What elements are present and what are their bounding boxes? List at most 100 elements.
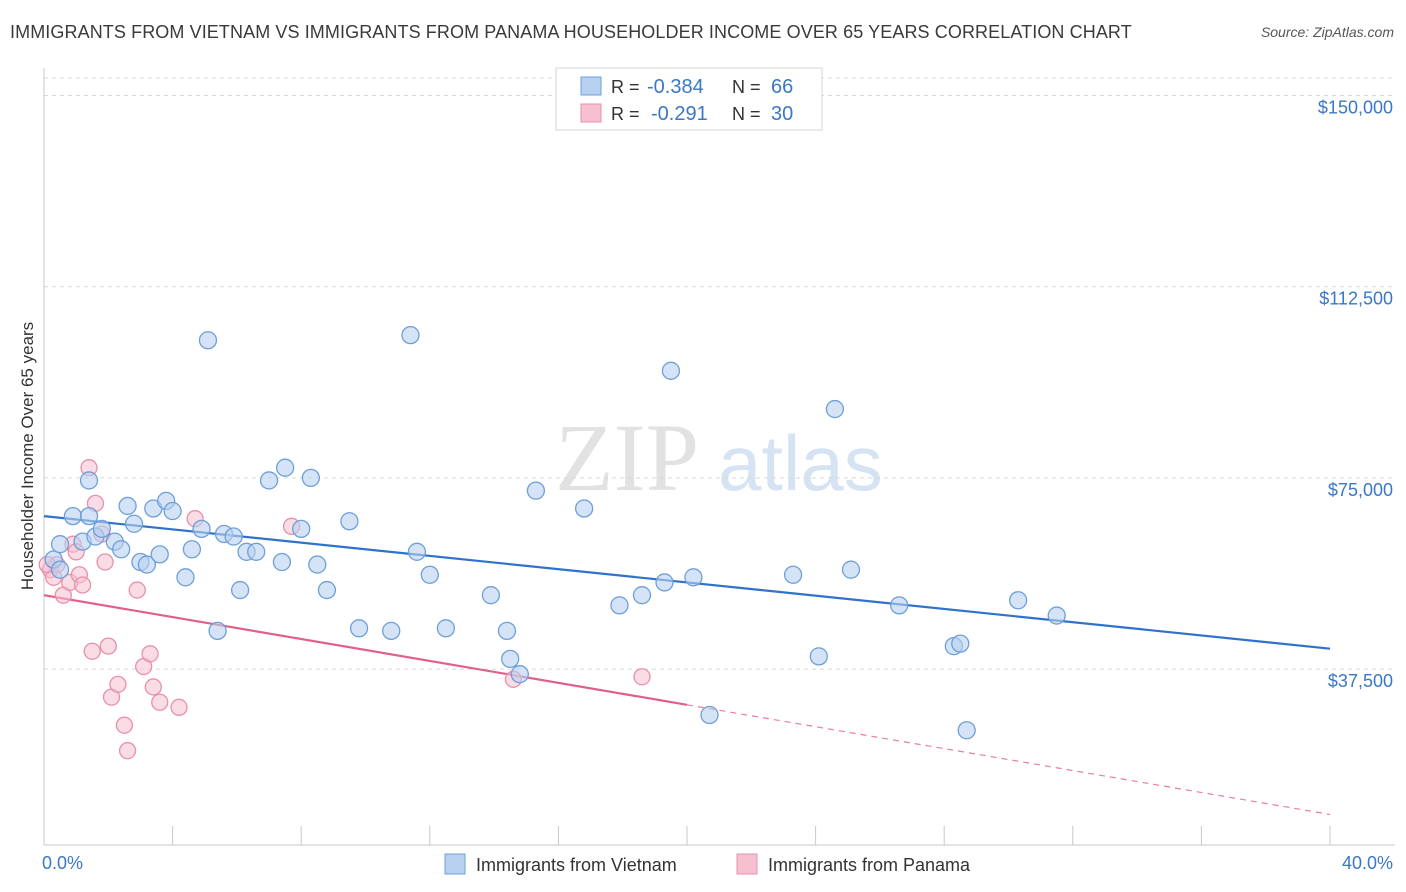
data-point-panama [96,553,114,571]
data-point-vietnam [951,634,970,653]
data-point-vietnam [137,555,157,574]
data-point-vietnam [809,647,828,666]
correlation-legend: R = -0.384 N = 66 R = -0.291 N = 30 [555,67,823,131]
data-point-vietnam [1008,591,1028,610]
data-point-vietnam [526,481,546,500]
data-point-vietnam [230,580,250,600]
legend-swatch-panama [580,103,602,123]
data-point-panama [170,698,188,716]
data-point-vietnam [1047,606,1066,625]
x-tick-label-max: 40.0% [1342,853,1393,873]
data-point-vietnam [247,542,266,561]
data-point-vietnam [150,545,169,564]
data-point-vietnam [92,519,112,539]
data-point-vietnam [436,619,456,638]
data-point-vietnam [63,506,83,526]
axes [43,68,1395,846]
data-point-vietnam [420,565,439,584]
y-tick-labels: $37,500 $75,000 $112,500 $150,000 [1318,97,1393,691]
gridlines [44,77,1395,670]
data-point-vietnam [501,649,520,669]
data-point-vietnam [176,568,195,587]
y-tick-label: $37,500 [1328,671,1393,691]
data-point-vietnam [182,540,202,559]
data-point-vietnam [610,596,629,615]
data-point-vietnam [841,560,861,579]
legend-swatch-vietnam [580,76,602,96]
data-point-vietnam [272,552,292,572]
bottom-legend-label-vietnam: Immigrants from Vietnam [476,855,677,875]
data-point-vietnam [957,721,976,740]
data-point-vietnam [79,506,99,526]
data-point-panama [115,716,134,734]
data-point-vietnam [481,586,501,605]
watermark-atlas: atlas [718,419,883,507]
chart-title: IMMIGRANTS FROM VIETNAM VS IMMIGRANTS FR… [10,22,1132,42]
data-point-vietnam [112,540,131,559]
data-point-vietnam [382,621,401,641]
legend-r-value-vietnam: -0.384 [647,76,704,98]
series-legend: Immigrants from Vietnam Immigrants from … [444,853,971,875]
legend-r-label-vietnam: R = [611,77,640,97]
bottom-legend-label-panama: Immigrants from Panama [768,855,971,875]
data-point-vietnam [50,560,70,579]
data-point-panama [144,678,162,696]
data-point-vietnam [292,519,311,539]
data-point-vietnam [340,512,359,531]
data-point-vietnam [661,361,681,380]
data-point-panama [83,642,101,660]
y-tick-label: $150,000 [1318,97,1393,117]
data-point-panama [99,637,117,655]
data-point-panama [141,645,159,663]
legend-n-label-panama: N = [732,104,761,124]
data-point-vietnam [163,501,182,521]
data-point-vietnam [825,399,845,419]
data-point-vietnam [401,325,420,345]
data-point-vietnam [655,573,674,592]
data-point-vietnam [224,527,243,546]
data-point-vietnam [700,705,719,725]
data-point-vietnam [497,621,517,641]
bottom-legend-swatch-vietnam [444,853,466,875]
y-axis-title: Householder Income Over 65 years [18,322,37,590]
data-point-panama [73,576,92,594]
legend-r-value-panama: -0.291 [651,103,708,125]
chart-source: Source: ZipAtlas.com [1260,24,1394,40]
data-point-vietnam [632,586,652,605]
data-point-panama [151,693,169,711]
data-point-panama [109,675,127,694]
data-point-vietnam [308,555,327,574]
data-point-vietnam [301,468,320,488]
data-point-vietnam [574,499,594,518]
data-point-vietnam [407,542,427,561]
bottom-legend-swatch-panama [736,853,758,875]
data-point-vietnam [50,535,70,554]
data-point-vietnam [118,496,137,516]
data-point-vietnam [198,331,218,350]
data-point-vietnam [890,596,909,615]
data-point-vietnam [349,619,369,638]
data-point-vietnam [79,471,99,490]
y-tick-label: $75,000 [1328,480,1393,500]
y-tick-label: $112,500 [1319,289,1393,309]
data-point-vietnam [510,665,529,684]
data-point-vietnam [192,519,211,539]
trend-line-panama [43,594,688,706]
trend-line-panama-extension [686,704,1331,815]
data-point-vietnam [783,565,803,584]
legend-n-value-vietnam: 66 [771,76,793,98]
series-vietnam-points [44,325,1066,740]
data-point-panama [633,668,651,686]
data-point-vietnam [317,580,337,600]
legend-n-value-panama: 30 [771,103,793,125]
data-point-vietnam [259,471,279,490]
legend-n-label-vietnam: N = [732,77,761,97]
x-tick-label-min: 0.0% [42,853,83,873]
watermark-zip: ZIP [555,404,699,511]
data-point-vietnam [124,514,144,533]
legend-r-label-panama: R = [611,104,640,124]
watermark: ZIP atlas [555,404,883,511]
data-point-vietnam [208,621,227,641]
data-point-panama [128,581,146,599]
